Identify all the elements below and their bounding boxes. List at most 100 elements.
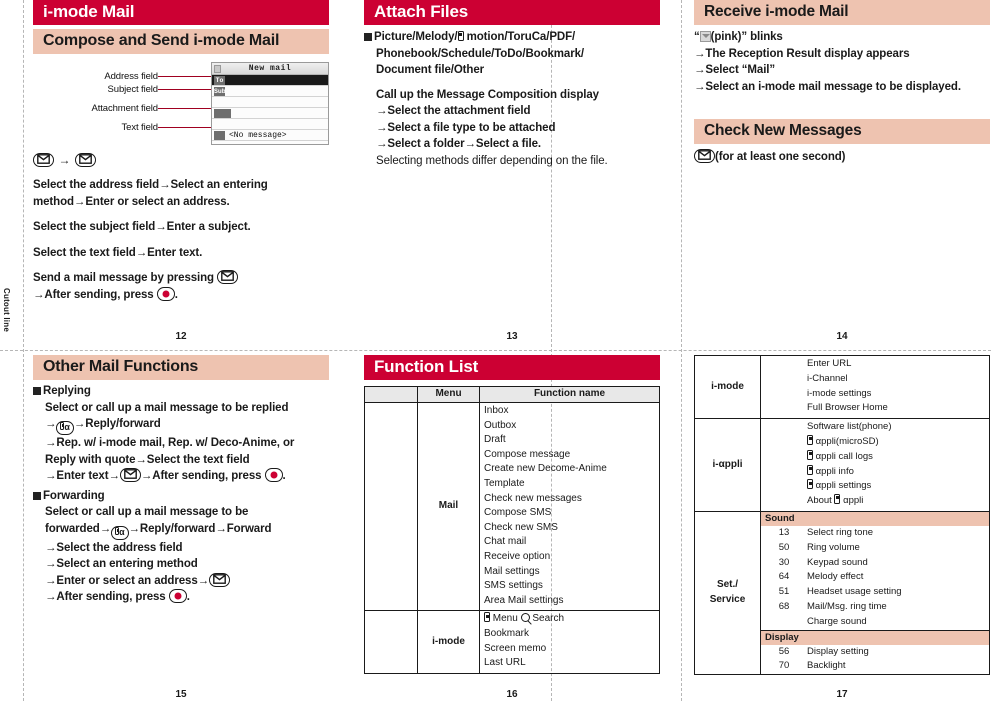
enter-text-label: →Enter text→ xyxy=(45,470,120,482)
subsection-replying: Replying xyxy=(33,383,329,400)
page-function-list-continued: i-mode Enter URL i-Channel i-mode settin… xyxy=(694,354,990,701)
entry-name: Select ring tone xyxy=(807,526,874,538)
page-number-13: 13 xyxy=(506,331,518,342)
set-service-label-1: Set./ xyxy=(716,579,739,591)
list-item: i-Channel xyxy=(807,372,848,384)
page-title-attach-files: Attach Files xyxy=(364,0,660,25)
step-select-text: Select the text field→Enter text. xyxy=(33,246,203,259)
receive-step-3: →Select an i-mode mail message to be dis… xyxy=(694,80,961,93)
attach-step-4: →Select a folder→Select a file. xyxy=(376,138,541,150)
attachment-tag-icon xyxy=(214,108,231,118)
to-tag: To xyxy=(214,75,225,85)
entry-name: Mail/Msg. ring time xyxy=(807,600,887,612)
forwarding-line-4: →Select an entering method xyxy=(45,558,198,570)
list-item: Compose SMS xyxy=(484,507,552,519)
imode-key-icon: α xyxy=(56,421,74,435)
cell-menu-iappli: i-αppli xyxy=(694,418,761,512)
enter-address-label: →Enter or select an address→ xyxy=(45,574,210,587)
replying-line-5: →Enter text→ →After sending, press . xyxy=(33,468,329,485)
attach-filetypes-line-1: Picture/Melody/ motion/ToruCa/PDF/ xyxy=(364,29,660,46)
screen-titlebar: New mail xyxy=(212,63,328,75)
entry-number: 13 xyxy=(778,526,790,538)
cell-menu-set-service: Set./ Service xyxy=(694,510,761,676)
entry-number: 56 xyxy=(778,645,790,657)
list-item: 64 Melody effect xyxy=(761,570,989,585)
section-title-compose: Compose and Send i-mode Mail xyxy=(33,29,329,54)
function-list-table-2: i-mode Enter URL i-Channel i-mode settin… xyxy=(694,354,990,676)
sub-tag: Sub xyxy=(214,86,226,96)
leader-line-subject xyxy=(158,89,214,90)
about-label: About xyxy=(807,495,832,507)
callout-subject-field: Subject field xyxy=(107,84,159,95)
quote-open: “ xyxy=(694,31,700,43)
mail-key-icon xyxy=(33,153,54,167)
bullet-square-icon xyxy=(364,33,372,41)
check-new-line: (for at least one second) xyxy=(694,149,990,166)
mail-key-icon-3 xyxy=(217,270,239,284)
attach-step-1: Call up the Message Composition display xyxy=(376,88,599,101)
screen-row-attachment xyxy=(212,108,328,119)
cell-functions-set-service: Sound 13 Select ring tone 50 Ring volume 3… xyxy=(760,510,990,676)
replying-line-3: →Rep. w/ i-mode mail, Rep. w/ Deco-Anime… xyxy=(45,437,295,449)
menu-label: Menu xyxy=(492,613,518,625)
key-sequence-compose: → xyxy=(33,151,329,169)
list-item: Check new messages xyxy=(484,492,582,504)
function-list-table: Menu Function name Mail Inbox Outbox Dra… xyxy=(364,386,660,674)
list-item: Software list(phone) xyxy=(807,421,892,433)
group-entries-sound: 13 Select ring tone 50 Ring volume 30 Keypa… xyxy=(761,526,989,630)
screen-row-text: <No message> xyxy=(212,130,328,141)
imode-key-icon-2: α xyxy=(111,525,129,540)
table-row: i-mode Menu Search Bookmark Screen memo … xyxy=(364,610,660,674)
section-title-other-mail: Other Mail Functions xyxy=(33,355,329,380)
receive-blinks-text: (pink)” blinks xyxy=(710,31,783,43)
period-3: . xyxy=(186,591,190,603)
callout-attachment-field: Attachment field xyxy=(91,103,158,114)
list-item-appli-info: αppli info xyxy=(761,464,989,480)
list-item: Area Mail settings xyxy=(484,594,564,606)
receive-step-2: →Select “Mail” xyxy=(694,64,776,76)
iappli-label: i-αppli xyxy=(712,458,743,470)
list-item: Outbox xyxy=(484,419,517,431)
reply-forward-2: →Reply/forward→Forward xyxy=(128,522,272,535)
screen-row-address: To xyxy=(212,75,328,86)
step-after-sending: →After sending, press . xyxy=(33,286,329,304)
page-number-17: 17 xyxy=(836,689,848,700)
entry-number: 51 xyxy=(778,586,790,598)
group-header-display: Display xyxy=(761,629,989,645)
list-item: 30 Keypad sound xyxy=(761,556,989,571)
cell-functions-iappli: Software list(phone) αppli(microSD) αppl… xyxy=(760,418,990,512)
period-2: . xyxy=(282,470,286,482)
table-row: Mail Inbox Outbox Draft Compose message … xyxy=(364,401,660,612)
entry-name: Ring volume xyxy=(807,541,860,553)
table-row: i-αppli Software list(phone) αppli(micro… xyxy=(694,418,990,512)
entry-name: Melody effect xyxy=(807,571,864,583)
appli-microsd-text: αppli(microSD) xyxy=(815,435,879,447)
arrow-1: → xyxy=(45,418,57,430)
screen-no-message: <No message> xyxy=(229,130,287,140)
cell-functions-imode: Menu Search Bookmark Screen memo Last UR… xyxy=(479,610,660,674)
list-item-menu-search: Menu Search xyxy=(484,612,659,627)
list-item: Template xyxy=(484,477,525,489)
list-item: 50 Ring volume xyxy=(761,541,989,556)
forwarding-label: Forwarding xyxy=(43,489,105,502)
mail-key-icon-6 xyxy=(209,572,231,587)
appli-settings-text: αppli settings xyxy=(815,480,872,492)
compose-screen-illustration: Address field Subject field Attachment f… xyxy=(33,61,329,147)
forwarding-line-2: forwarded→ α →Reply/forward→Forward xyxy=(33,521,329,540)
leader-line-attachment xyxy=(158,108,214,109)
cell-functions-mail: Inbox Outbox Draft Compose message Creat… xyxy=(479,401,660,612)
replying-label: Replying xyxy=(43,385,91,397)
end-key-icon-3 xyxy=(168,589,187,603)
signal-icon xyxy=(214,65,221,73)
list-item: Last URL xyxy=(484,657,526,669)
table-header-row: Menu Function name xyxy=(364,386,660,403)
cut-guide-horizontal xyxy=(0,350,991,351)
about-appli-text: αppli xyxy=(843,495,864,507)
cell-functions-imode-2: Enter URL i-Channel i-mode settings Full… xyxy=(760,354,990,420)
bullet-square-icon-3 xyxy=(33,491,41,500)
page-title-imode-mail: i-mode Mail xyxy=(33,0,329,25)
list-item: Mail settings xyxy=(484,565,540,577)
page-attach-files: Attach Files Picture/Melody/ motion/Toru… xyxy=(364,0,660,350)
screen-row-spacer-1 xyxy=(212,97,328,108)
list-item: Enter URL xyxy=(807,358,852,369)
